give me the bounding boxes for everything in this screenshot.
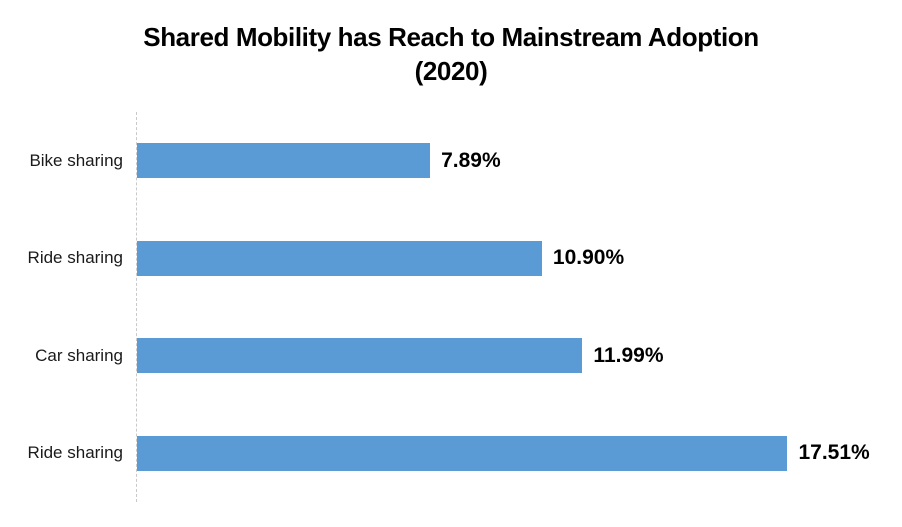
category-label: Ride sharing [27,443,123,463]
bar [137,143,431,179]
category-label: Bike sharing [29,150,123,170]
category-label: Car sharing [35,345,123,365]
bar-row: Car sharing 11.99% [0,307,902,405]
chart-title-line1: Shared Mobility has Reach to Mainstream … [143,22,759,52]
bar-row: Ride sharing 10.90% [0,210,902,308]
chart-title: Shared Mobility has Reach to Mainstream … [0,20,902,88]
category-axis-line [136,112,137,502]
bar [137,338,583,374]
bar-track: 7.89% [137,143,880,179]
value-label: 7.89% [441,148,501,172]
bar-row: Ride sharing 17.51% [0,405,902,503]
category-label: Ride sharing [27,248,123,268]
plot-area: Bike sharing 7.89% Ride sharing 10.90% C… [0,112,902,502]
chart-title-line2: (2020) [414,56,488,86]
value-label: 10.90% [552,246,625,270]
bar [137,240,542,276]
bar-track: 11.99% [137,338,880,374]
bar [137,435,788,471]
bar-track: 10.90% [137,240,880,276]
bar-row: Bike sharing 7.89% [0,112,902,210]
bar-track: 17.51% [137,435,880,471]
value-label: 17.51% [798,441,870,465]
value-label: 11.99% [593,343,664,367]
